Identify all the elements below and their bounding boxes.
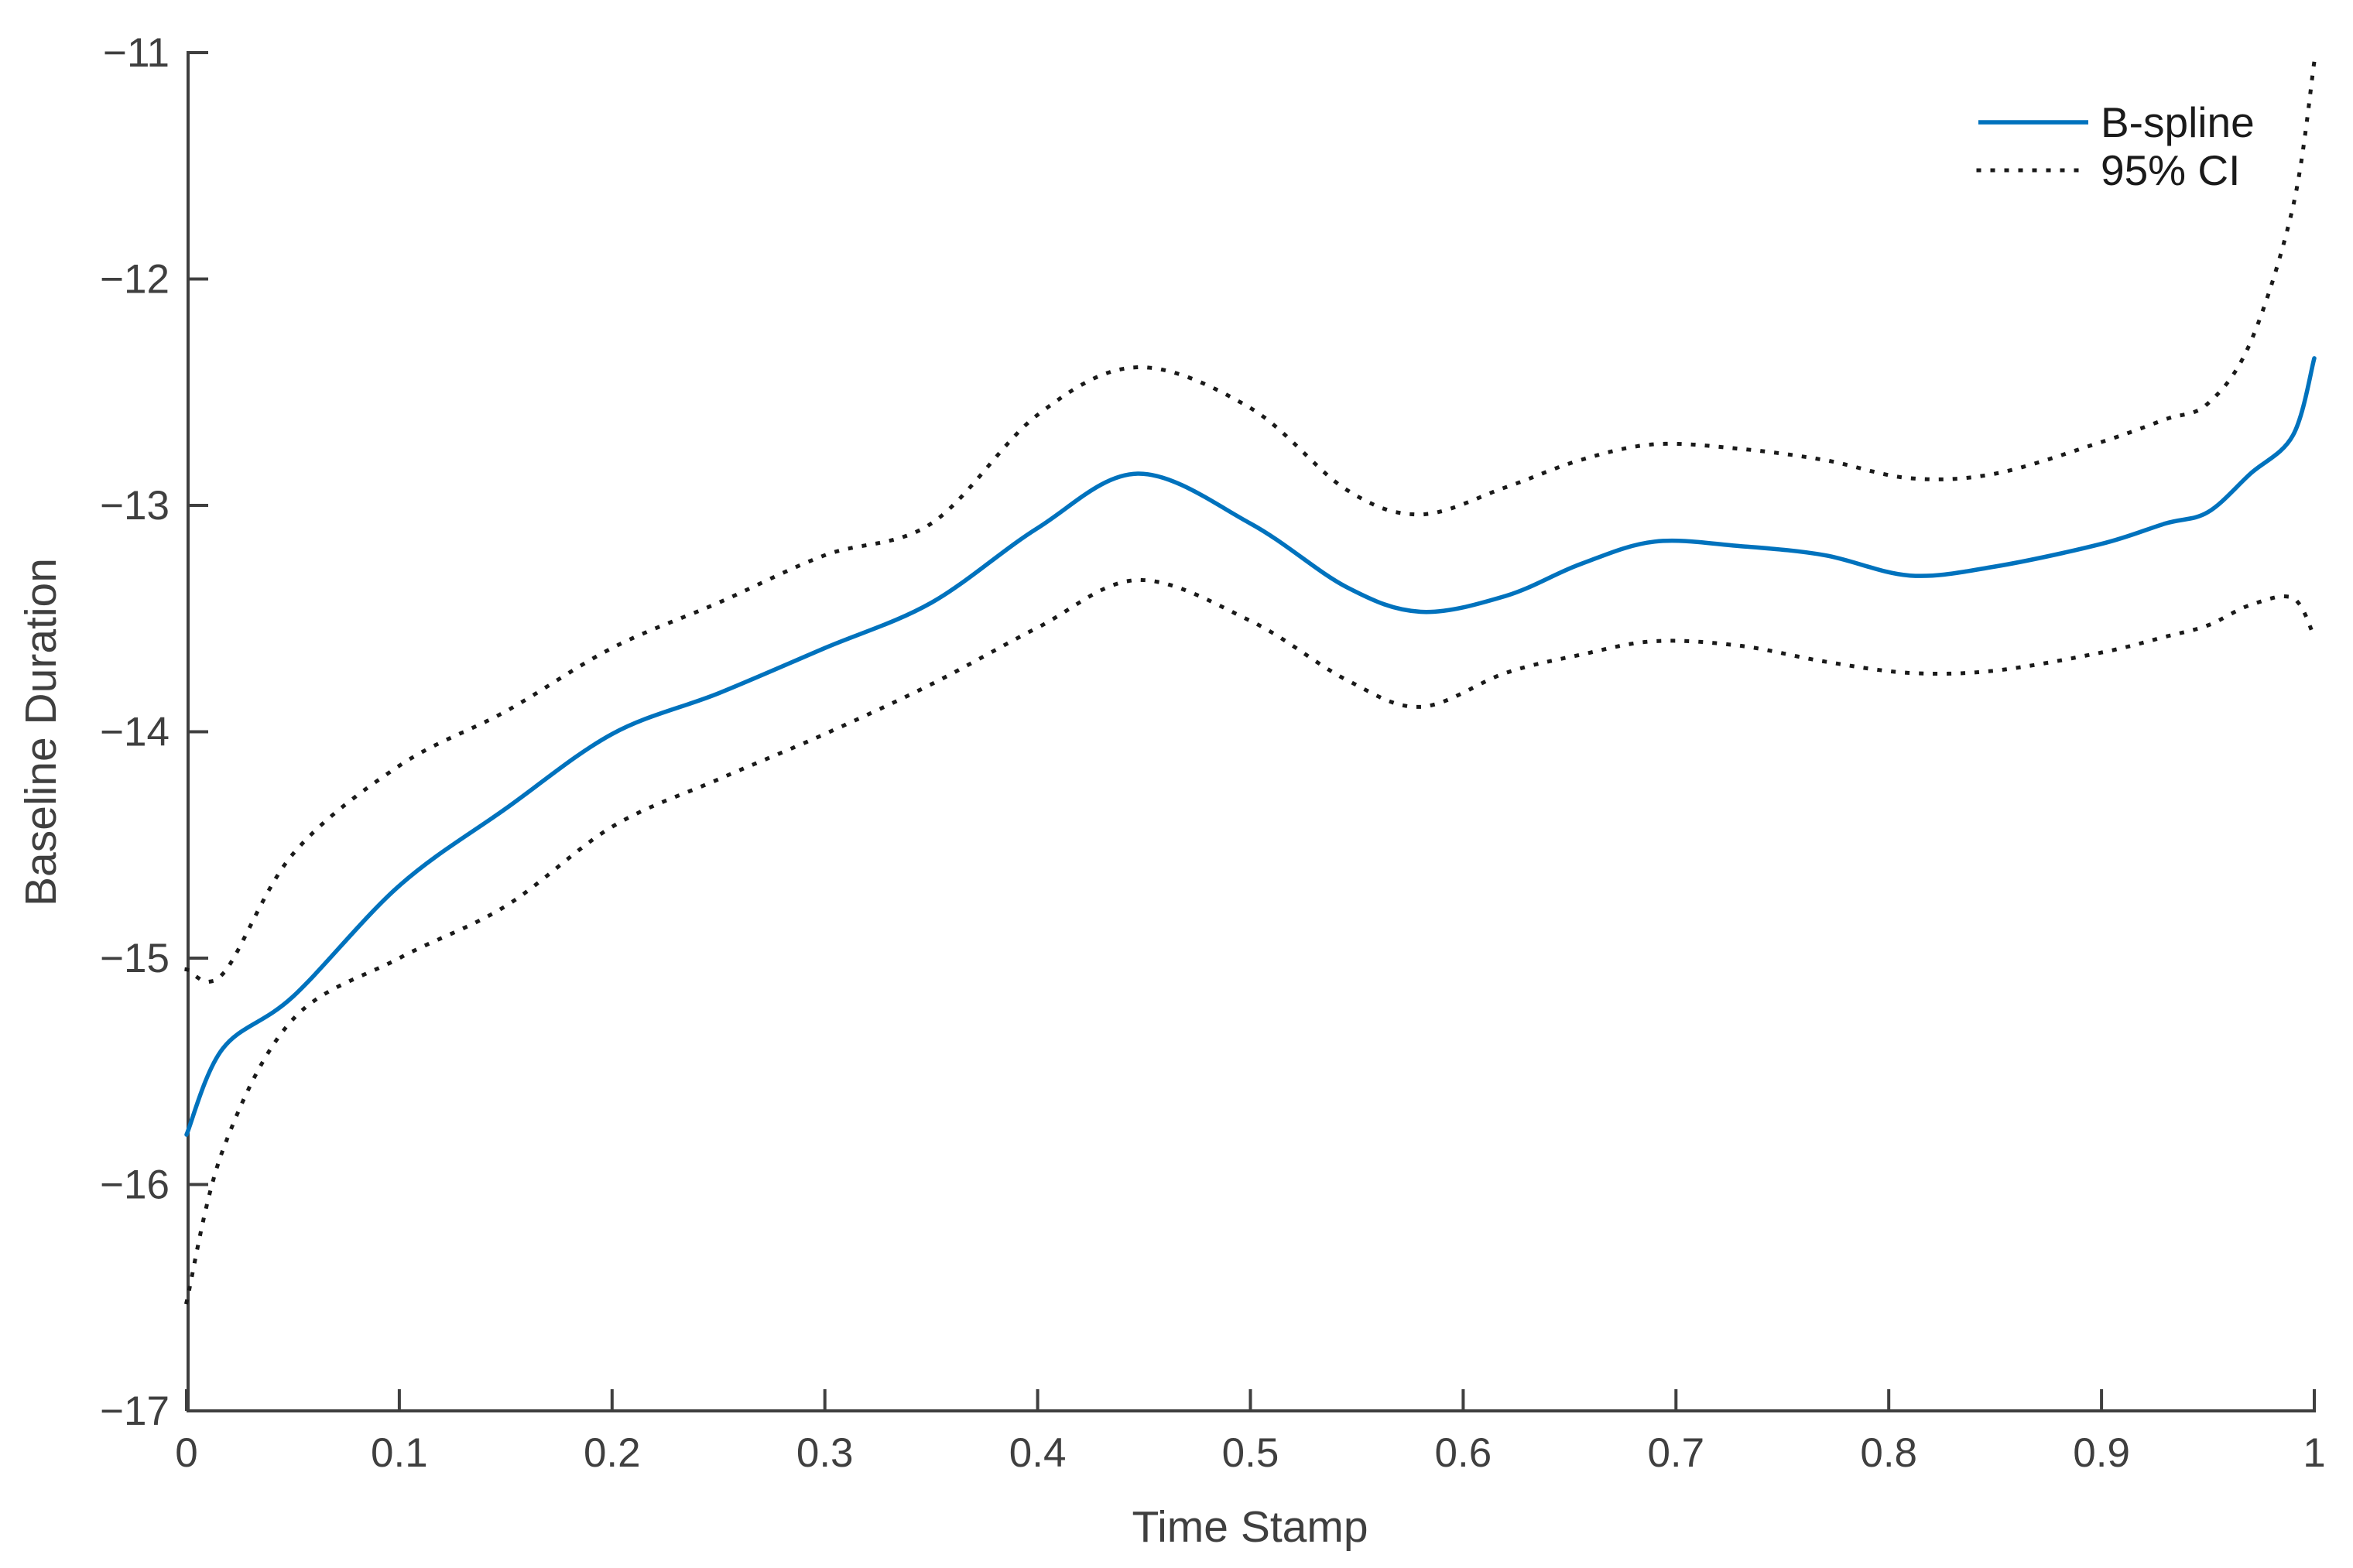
x-tick-label: 0.8	[1860, 1430, 1917, 1476]
x-tick-label: 0.4	[1009, 1430, 1067, 1476]
y-tick-label: −14	[100, 710, 170, 755]
curve-b-spline	[184, 356, 2317, 1137]
x-tick-label: 0.6	[1435, 1430, 1492, 1476]
legend-label: B-spline	[2101, 98, 2255, 146]
axes: 0 0.1 0.2 0.3 0.4 0.5 0.6 0.7 0.8 0.9 1 −17 −16 −15 −1…	[100, 30, 2326, 1476]
y-tick-label: −16	[100, 1162, 170, 1208]
x-tick-label: 0.5	[1222, 1430, 1279, 1476]
y-axis-label: Baseline Duration	[16, 558, 66, 906]
x-tick-label: 0.1	[371, 1430, 428, 1476]
x-tick-label: 0.7	[1647, 1430, 1704, 1476]
x-tick-label: 0	[175, 1430, 197, 1476]
y-tick-label: −13	[100, 483, 170, 529]
curve-95-ci-lower	[183, 577, 2317, 1305]
x-tick-label: 0.3	[796, 1430, 854, 1476]
legend-label: 95% CI	[2101, 146, 2240, 194]
x-tick-label: 0.2	[584, 1430, 641, 1476]
x-tick-label: 1	[2303, 1430, 2325, 1476]
y-tick-label: −17	[100, 1388, 170, 1434]
plot-curves	[183, 59, 2317, 1305]
y-tick-label: −12	[100, 257, 170, 303]
y-tick-label: −11	[103, 30, 170, 76]
y-tick-label: −15	[100, 936, 170, 981]
x-axis-label: Time Stamp	[1132, 1502, 1368, 1552]
x-tick-label: 0.9	[2073, 1430, 2130, 1476]
